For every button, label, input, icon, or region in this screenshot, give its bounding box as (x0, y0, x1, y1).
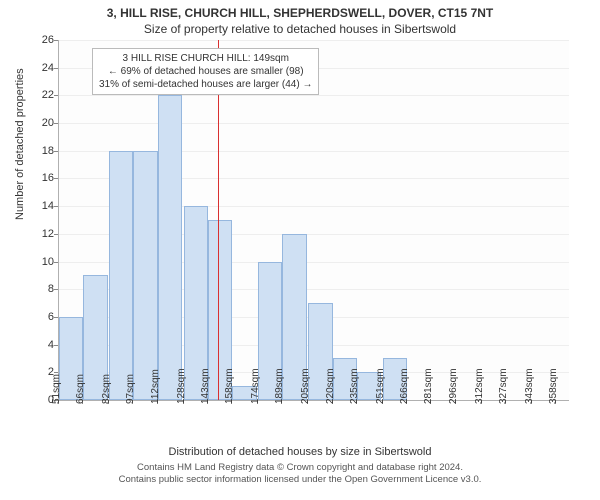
y-tick-label: 24 (14, 62, 54, 74)
y-tick-label: 16 (14, 172, 54, 184)
x-tick-label: 220sqm (325, 368, 336, 404)
y-tick-mark (54, 234, 58, 235)
y-tick-mark (54, 95, 58, 96)
y-tick-label: 8 (14, 283, 54, 295)
annotation-box: 3 HILL RISE CHURCH HILL: 149sqm ← 69% of… (92, 48, 319, 95)
x-tick-label: 51sqm (51, 374, 62, 404)
x-tick-label: 128sqm (176, 368, 187, 404)
y-tick-mark (54, 178, 58, 179)
y-tick-label: 2 (14, 366, 54, 378)
annotation-line3: 31% of semi-detached houses are larger (… (99, 78, 312, 91)
footer-attribution: Contains HM Land Registry data © Crown c… (0, 462, 600, 487)
x-tick-label: 312sqm (474, 368, 485, 404)
y-tick-mark (54, 317, 58, 318)
y-tick-mark (54, 345, 58, 346)
y-tick-label: 12 (14, 228, 54, 240)
y-tick-mark (54, 123, 58, 124)
x-tick-label: 266sqm (399, 368, 410, 404)
y-tick-label: 18 (14, 145, 54, 157)
annotation-line2: ← 69% of detached houses are smaller (98… (99, 65, 312, 78)
histogram-bar (133, 151, 157, 400)
footer-line2: Contains public sector information licen… (0, 474, 600, 486)
annotation-line1: 3 HILL RISE CHURCH HILL: 149sqm (99, 52, 312, 65)
chart-container: 3, HILL RISE, CHURCH HILL, SHEPHERDSWELL… (0, 0, 600, 500)
y-tick-mark (54, 151, 58, 152)
histogram-bar (109, 151, 133, 400)
y-tick-label: 6 (14, 311, 54, 323)
chart-title-line1: 3, HILL RISE, CHURCH HILL, SHEPHERDSWELL… (0, 6, 600, 20)
y-tick-mark (54, 262, 58, 263)
x-tick-label: 343sqm (524, 368, 535, 404)
x-tick-label: 235sqm (349, 368, 360, 404)
y-tick-label: 26 (14, 34, 54, 46)
gridline (59, 95, 569, 96)
footer-line1: Contains HM Land Registry data © Crown c… (0, 462, 600, 474)
y-tick-label: 20 (14, 117, 54, 129)
x-tick-label: 66sqm (75, 374, 86, 404)
chart-title-line2: Size of property relative to detached ho… (0, 22, 600, 36)
x-tick-label: 143sqm (200, 368, 211, 404)
gridline (59, 40, 569, 41)
x-tick-label: 358sqm (548, 368, 559, 404)
x-tick-label: 174sqm (250, 368, 261, 404)
x-axis-label: Distribution of detached houses by size … (0, 446, 600, 458)
gridline (59, 123, 569, 124)
x-tick-label: 281sqm (423, 368, 434, 404)
y-tick-label: 0 (14, 394, 54, 406)
x-tick-label: 189sqm (274, 368, 285, 404)
x-tick-label: 205sqm (300, 368, 311, 404)
x-tick-label: 97sqm (125, 374, 136, 404)
histogram-bar (158, 95, 182, 400)
y-tick-label: 4 (14, 339, 54, 351)
x-tick-label: 296sqm (448, 368, 459, 404)
x-tick-label: 82sqm (101, 374, 112, 404)
y-tick-label: 10 (14, 256, 54, 268)
y-tick-mark (54, 206, 58, 207)
y-tick-label: 14 (14, 200, 54, 212)
y-tick-mark (54, 68, 58, 69)
x-tick-label: 112sqm (150, 369, 161, 404)
x-tick-label: 251sqm (375, 368, 386, 404)
y-tick-label: 22 (14, 89, 54, 101)
y-tick-mark (54, 289, 58, 290)
x-tick-label: 327sqm (498, 368, 509, 404)
y-tick-mark (54, 40, 58, 41)
x-tick-label: 158sqm (224, 368, 235, 404)
